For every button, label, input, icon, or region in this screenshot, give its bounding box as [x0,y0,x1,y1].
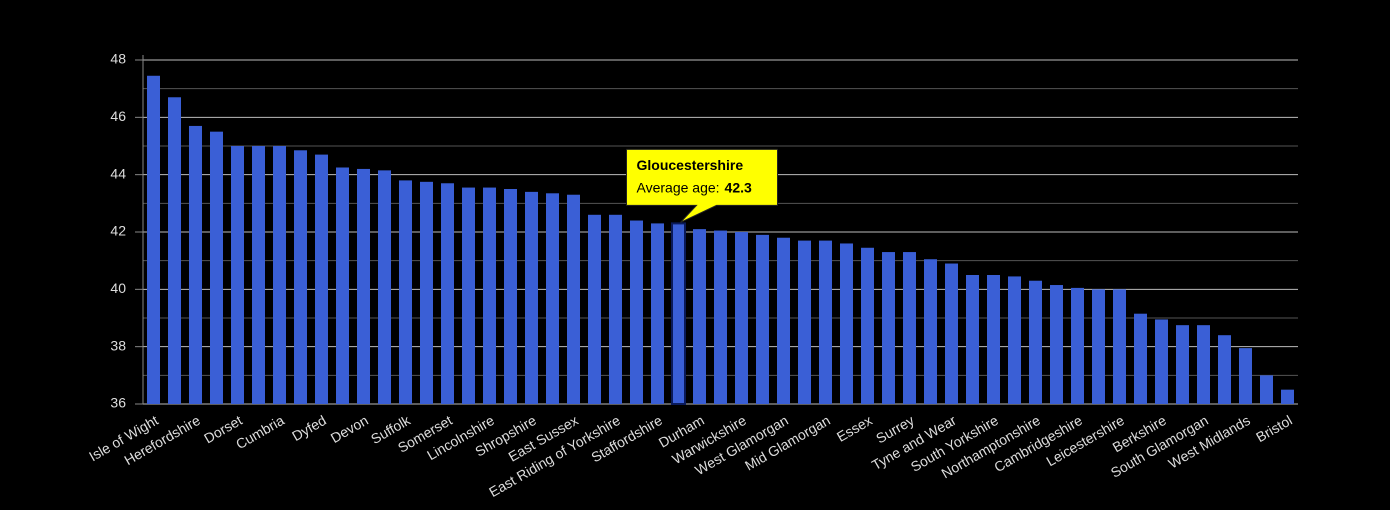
bar [588,214,601,404]
y-tick-label: 44 [110,165,126,181]
bar [630,220,643,404]
x-tick-label: Bristol [1253,412,1295,445]
bar [1155,319,1168,404]
bar [671,222,686,405]
bar [861,247,874,404]
bar [798,240,811,404]
tooltip-box [626,148,778,223]
bar [1197,325,1210,404]
bar [273,146,286,404]
bar [1113,289,1126,404]
bar [567,194,580,404]
bar [168,97,181,405]
bar [945,263,958,404]
bar [315,154,328,404]
bar [735,232,748,404]
x-tick-label: Essex [834,412,875,445]
bar [147,75,160,405]
bar [882,252,895,404]
bar [693,229,706,404]
bar [210,131,223,404]
y-tick-label: 48 [110,51,126,67]
bar [441,183,454,404]
bar [378,170,391,404]
bar [756,234,769,404]
bar [294,150,307,404]
bar [1239,348,1252,404]
bar [252,146,265,404]
tooltip-title: Gloucestershire [637,157,744,173]
bar [1071,287,1084,404]
bar [1050,285,1063,404]
bar [777,237,790,404]
bar [1134,313,1147,404]
bar [546,193,559,404]
bar [420,181,433,404]
bar [483,187,496,404]
x-tick-label: Devon [328,412,371,446]
y-tick-label: 40 [110,280,126,296]
tooltip: Gloucestershire Average age: 42.3 [626,148,778,223]
bar [399,180,412,404]
bar [1008,276,1021,404]
bar [903,252,916,404]
bar [336,167,349,404]
bar [231,146,244,404]
y-tick-label: 36 [110,395,126,411]
bar [189,125,202,404]
bar [1281,389,1294,404]
bar [525,191,538,404]
bar [987,275,1000,404]
y-tick-label: 38 [110,337,126,353]
bar [504,189,517,404]
bar [357,168,370,404]
bar [1260,375,1273,404]
bar [651,223,664,404]
bar [609,214,622,404]
bar [714,230,727,404]
x-tick-label: Cumbria [233,412,287,452]
bar [840,243,853,404]
bar [1092,289,1105,404]
bar [924,259,937,404]
tooltip-text: Average age: 42.3 [637,179,752,195]
bar [1176,325,1189,404]
bar [1218,335,1231,404]
tooltip-label: Average age: [637,179,720,195]
y-tick-label: 46 [110,108,126,124]
bar [1029,280,1042,404]
bar [462,187,475,404]
tooltip-value: 42.3 [725,179,752,195]
y-tick-label: 42 [110,223,126,239]
bar [819,240,832,404]
bar [966,275,979,404]
x-tick-label: Dyfed [289,412,329,444]
